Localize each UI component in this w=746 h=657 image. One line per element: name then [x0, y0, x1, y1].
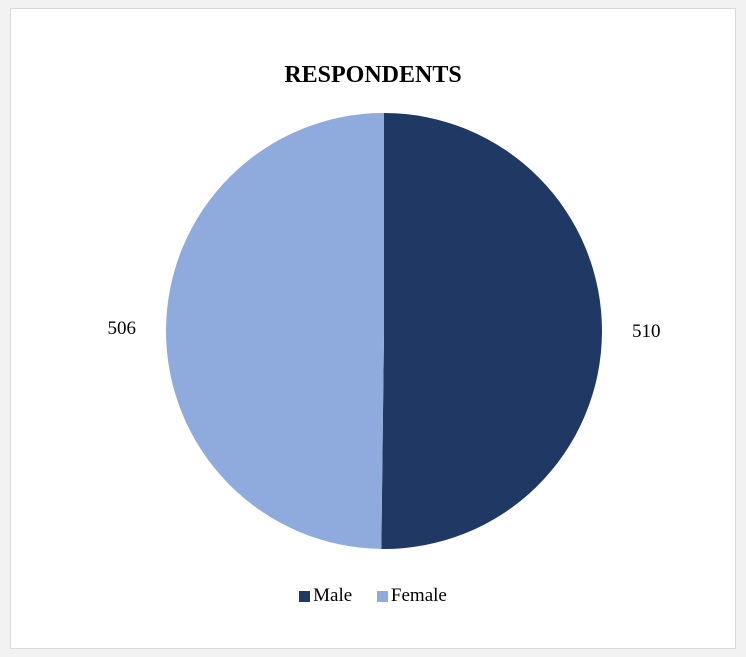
pie-slice-male — [381, 113, 602, 549]
legend: Male Female — [0, 585, 746, 608]
legend-label-male: Male — [313, 585, 353, 606]
legend-item-male: Male — [299, 585, 352, 607]
data-label-male: 510 — [632, 321, 661, 342]
legend-item-female: Female — [376, 585, 447, 607]
chart-title: RESPONDENTS — [284, 62, 462, 88]
pie-slice-female — [165, 113, 384, 549]
legend-swatch-male — [299, 590, 311, 602]
data-label-female: 506 — [108, 318, 137, 339]
legend-swatch-female — [376, 590, 388, 602]
legend-label-female: Female — [390, 585, 447, 606]
